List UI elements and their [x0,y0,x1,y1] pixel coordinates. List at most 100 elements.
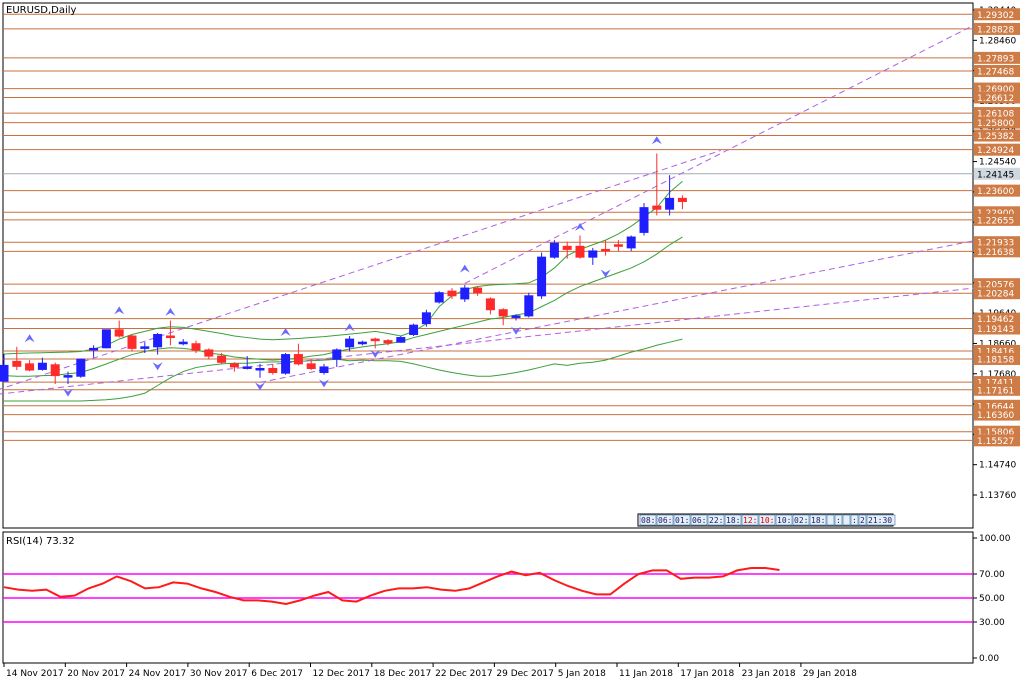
candle-body [114,329,124,337]
rsi-line [3,567,780,606]
level-tag [974,22,1020,35]
level-tag [974,51,1020,64]
candle-body [217,355,227,363]
candle-body [421,312,431,325]
separator-cell [834,514,843,526]
candle-body [178,341,188,345]
level-tag-label: 1.25800 [977,119,1014,129]
main-plot-area [2,2,974,529]
fractal-down-arrow [63,388,73,397]
separator-label: 12: [743,516,757,525]
separator-cell [724,514,742,526]
level-tag [974,64,1020,77]
separator-cell [842,514,851,526]
separator-label: 06: [658,516,672,525]
separator-cell [707,514,725,526]
level-tag [974,278,1020,291]
level-tag-label: 1.24145 [977,170,1014,180]
time-tick-label: 22 Dec 2017 [435,669,493,679]
candle-body [204,349,214,357]
candle-body [549,242,559,258]
level-tag [974,143,1020,156]
candle-body [370,338,380,342]
fractal-down-arrow [319,379,329,388]
separator-label: 06: [692,516,706,525]
rsi-tick-label: 70.00 [979,570,1005,580]
rsi-tick-label: 0.00 [979,654,999,664]
separator-cell [741,514,759,526]
time-tick-label: 5 Jan 2018 [558,669,606,679]
separator-cell [850,514,859,526]
separator-label: 02: [794,516,808,525]
candle-body [191,343,201,351]
candle-body [588,250,598,258]
trend-line [0,287,977,395]
level-tag [974,236,1020,249]
candle-body [345,338,355,348]
separator-label: : [852,516,857,525]
time-tick-label: 24 Nov 2017 [129,669,187,679]
level-tag [974,322,1020,335]
price-tick-label: 1.13760 [979,491,1016,501]
level-tag [974,434,1020,447]
fractal-down-arrow [152,362,163,371]
price-tick-label: 1.18660 [979,339,1016,349]
level-tag-label: 1.16644 [977,402,1014,412]
candle-body [460,287,470,300]
separator-label: 22: [709,516,723,525]
time-tick-label: 12 Dec 2017 [313,669,371,679]
level-tag [974,383,1020,396]
level-tag-label: 1.18416 [977,347,1014,357]
level-tag-label: 1.26900 [977,85,1014,95]
level-tag-label: 1.21933 [977,239,1014,249]
separator-label: 08: [641,516,655,525]
candle-body [153,333,163,348]
candle-body [511,315,521,318]
time-tick-label: 23 Jan 2018 [742,669,796,679]
level-tag-label: 1.29302 [977,11,1014,21]
level-tag-label: 1.24924 [977,146,1014,156]
level-tag [974,129,1020,142]
candle-body [37,362,47,370]
trend-line [259,239,977,383]
level-tag-label: 1.15527 [977,437,1014,447]
candle-body [396,337,406,343]
candle-body [229,363,239,368]
separator-cell [792,514,810,526]
time-tick-label: 6 Dec 2017 [251,669,303,679]
candle-body [293,354,303,365]
bollinger-bands [3,180,683,402]
fractals [24,136,662,397]
level-tag-label: 1.20284 [977,290,1014,300]
candle-body [537,256,547,297]
time-tick-label: 18 Dec 2017 [374,669,432,679]
level-tag-label: 1.17161 [977,386,1014,396]
separator-cell [639,514,657,526]
bollinger-upper [3,180,683,355]
candle-body [319,366,329,374]
fractal-down-arrow [255,382,265,391]
period-separators: 08: 06: 01: 06: 22: 18: 12: 10: 10: 02: 18:::2 21:3… [637,513,896,527]
candle-body [101,329,111,349]
trend-lines [0,23,978,395]
horizontal-levels [3,13,973,441]
level-tag [974,91,1020,104]
candle-body [434,292,444,303]
fractal-up-arrow [575,222,585,231]
level-tag-label: 1.21638 [977,248,1014,258]
separator-cell [758,514,776,526]
time-tick-label: 29 Dec 2017 [496,669,554,679]
level-tag [974,352,1020,365]
separator-cell [809,514,827,526]
candle-body [626,236,636,249]
time-tick-label: 17 Jan 2018 [680,669,734,679]
candle-body [601,248,611,252]
candle-body [63,375,73,378]
candle-body [447,290,457,297]
price-tick-label: 1.24540 [979,158,1016,168]
separator-cell [656,514,674,526]
candle-body [498,309,508,317]
separator-label: 01: [675,516,689,525]
level-tag [974,245,1020,258]
candle-body [76,358,86,377]
